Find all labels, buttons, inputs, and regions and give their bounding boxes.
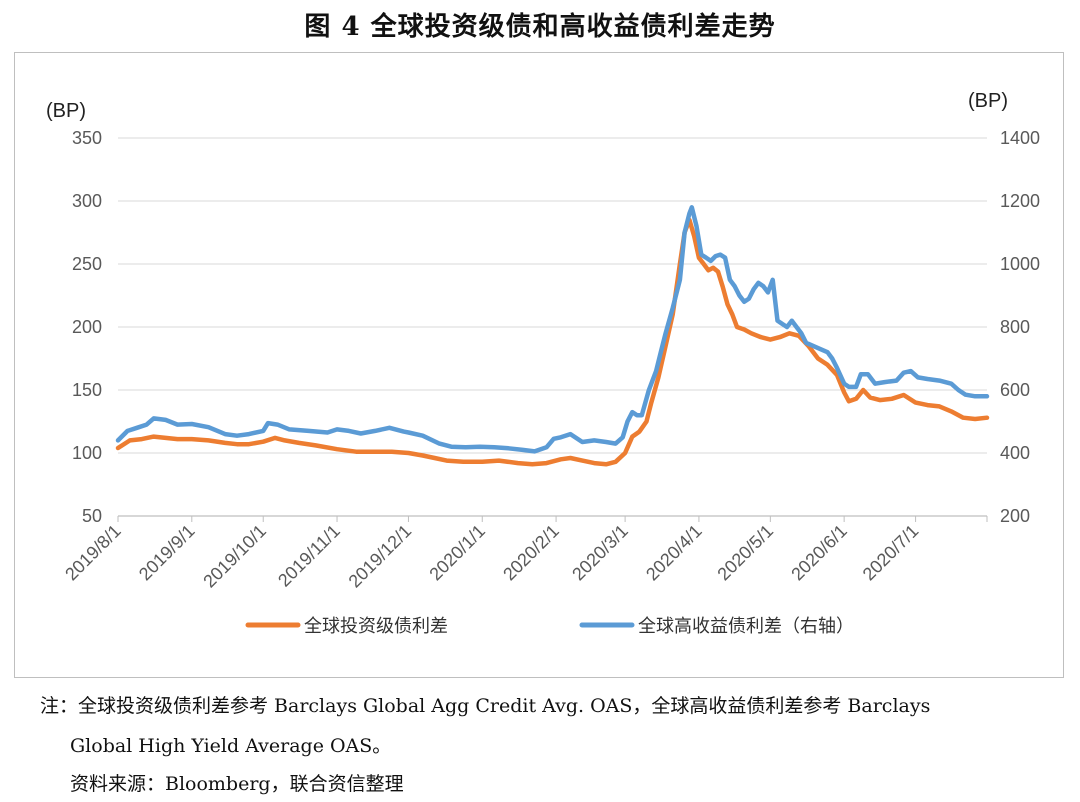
left-tick-label: 250 <box>72 254 102 274</box>
left-tick-label: 150 <box>72 380 102 400</box>
left-axis-unit: (BP) <box>46 100 86 122</box>
x-tick-label: 2019/12/1 <box>345 521 416 592</box>
chart-frame <box>14 52 1064 678</box>
left-tick-label: 100 <box>72 443 102 463</box>
note-line-2: Global High Yield Average OAS。 <box>70 735 392 757</box>
right-axis-unit: (BP) <box>968 90 1008 112</box>
x-tick-label: 2020/4/1 <box>642 521 706 585</box>
left-tick-label: 200 <box>72 317 102 337</box>
right-tick-label: 1200 <box>1000 191 1040 211</box>
series-line-ig <box>115 217 990 467</box>
x-tick-label: 2020/2/1 <box>499 521 563 585</box>
x-tick-label: 2019/9/1 <box>135 521 199 585</box>
chart-svg: 50 100 150 200 250 300 350 200 400 600 800 1000 120… <box>46 90 1040 637</box>
series-line-hy <box>115 205 990 454</box>
x-tick-label: 2019/10/1 <box>199 521 270 592</box>
right-tick-label: 400 <box>1000 443 1030 463</box>
x-tick-label: 2019/11/1 <box>274 521 344 591</box>
legend-label: 全球高收益债利差（右轴） <box>638 616 854 637</box>
left-tick-label: 300 <box>72 191 102 211</box>
right-tick-label: 200 <box>1000 506 1030 526</box>
x-tick-label: 2020/1/1 <box>425 521 489 585</box>
right-tick-label: 800 <box>1000 317 1030 337</box>
x-tick-label: 2020/7/1 <box>859 521 923 585</box>
note-line-1: 注：全球投资级债利差参考 Barclays Global Agg Credit … <box>40 695 931 717</box>
x-tick-label: 2020/3/1 <box>568 521 632 585</box>
x-tick-label: 2019/8/1 <box>61 521 125 585</box>
left-tick-label: 50 <box>82 506 102 526</box>
legend-label: 全球投资级债利差 <box>304 616 448 637</box>
right-tick-label: 600 <box>1000 380 1030 400</box>
left-tick-label: 350 <box>72 128 102 148</box>
source-note: 资料来源：Bloomberg，联合资信整理 <box>70 773 404 795</box>
right-tick-label: 1400 <box>1000 128 1040 148</box>
chart-title: 图 4 全球投资级债和高收益债利差走势 <box>304 12 776 42</box>
right-tick-label: 1000 <box>1000 254 1040 274</box>
x-tick-label: 2020/6/1 <box>787 521 851 585</box>
x-tick-label: 2020/5/1 <box>713 521 777 585</box>
